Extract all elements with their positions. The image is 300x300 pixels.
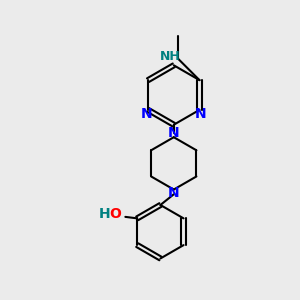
Text: N: N <box>141 107 153 121</box>
Text: N: N <box>168 126 180 140</box>
Text: N: N <box>195 107 206 121</box>
Text: NH: NH <box>159 50 180 63</box>
Text: N: N <box>168 186 180 200</box>
Text: O: O <box>109 207 121 221</box>
Text: H: H <box>99 207 110 221</box>
